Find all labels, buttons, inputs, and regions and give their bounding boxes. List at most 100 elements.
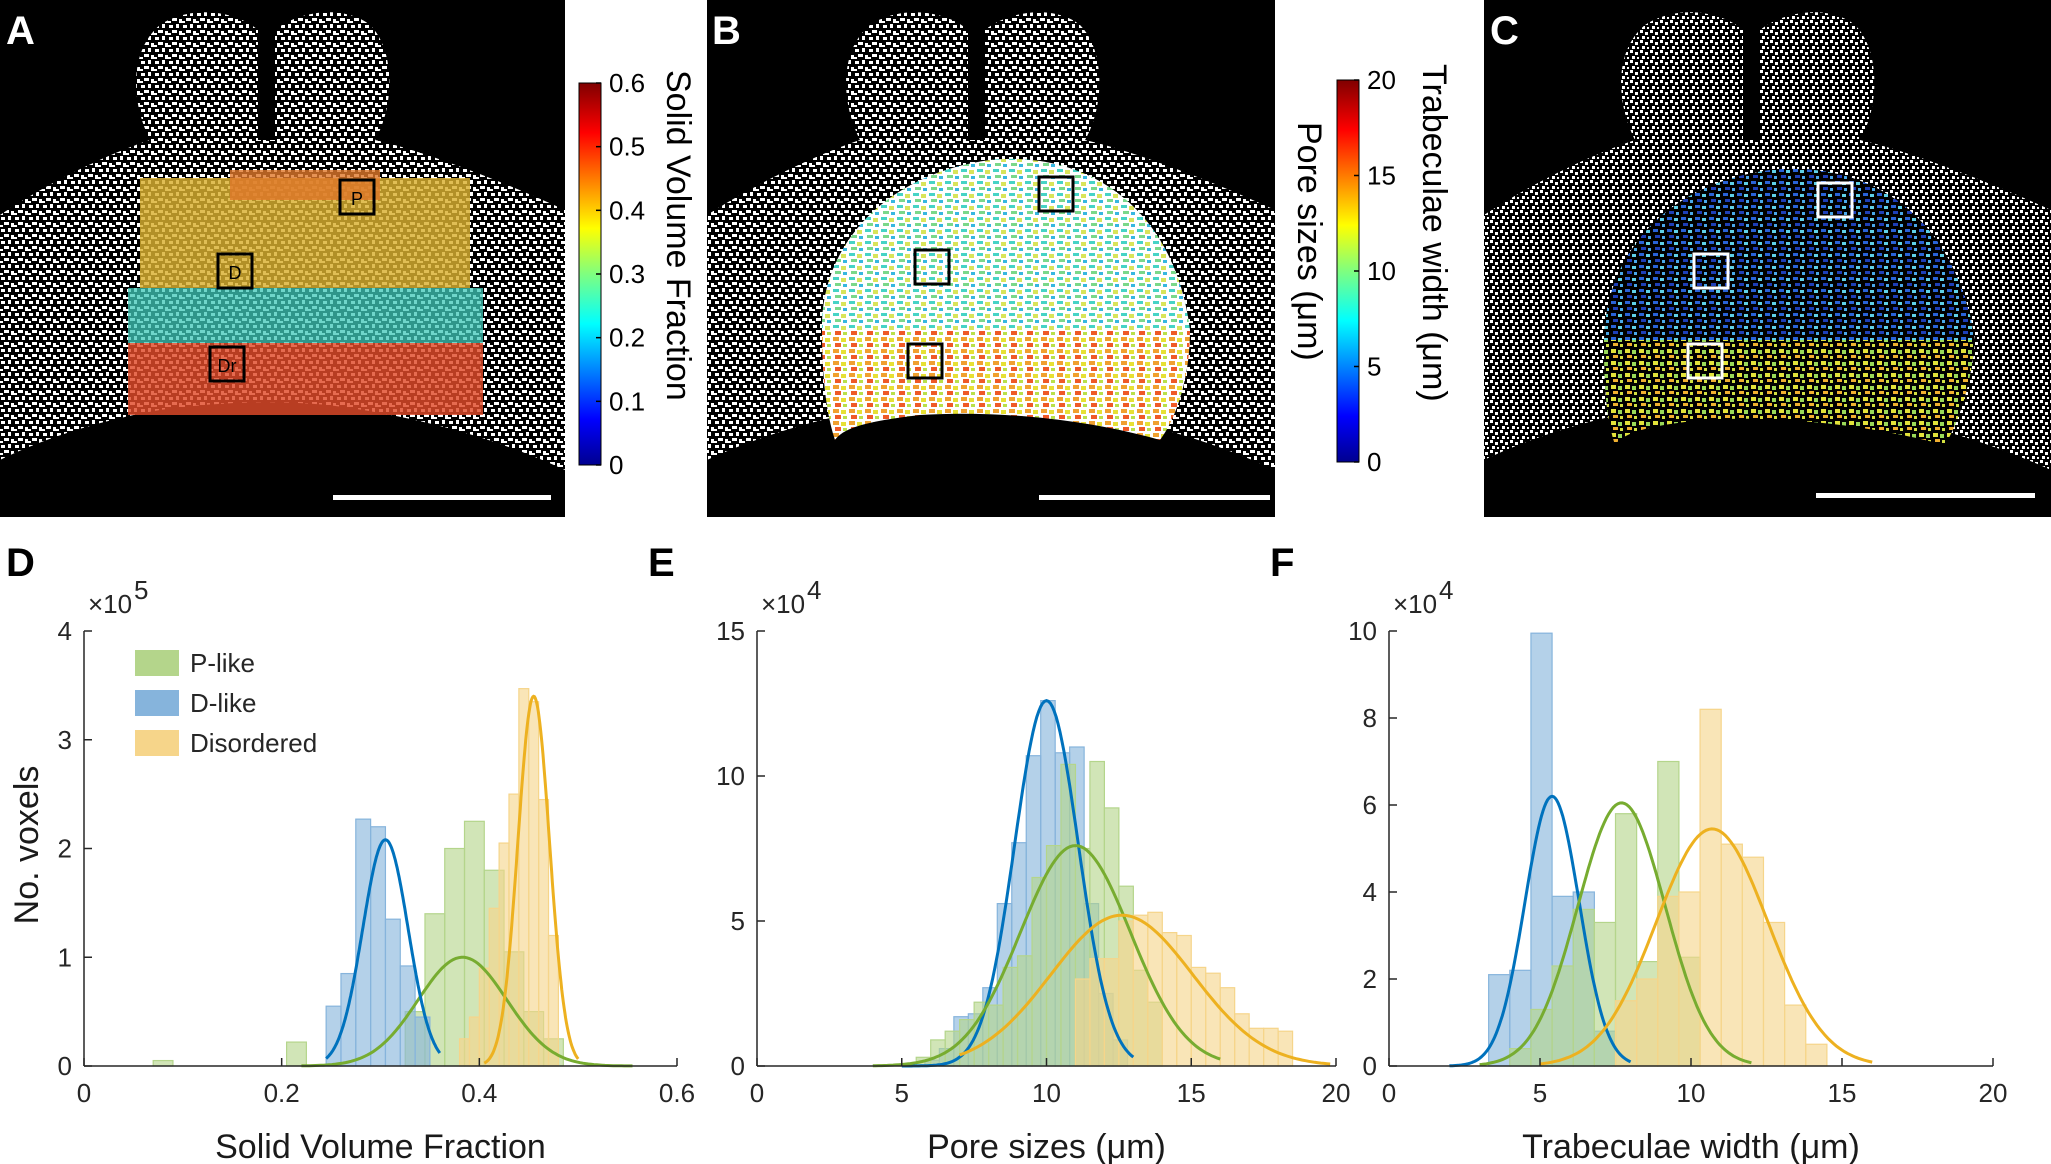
x-tick-label: 0 xyxy=(1382,1078,1396,1108)
histogram-pore-sizes: 0 5 10 15 20 0 5 10 15 ×10 4 Pore sizes (μm) xyxy=(716,575,1350,1164)
panel-letter-a: A xyxy=(6,9,35,53)
panel-letter-e: E xyxy=(648,541,675,585)
histogram-bar-disordered xyxy=(1219,987,1236,1067)
x-tick-label: 10 xyxy=(1677,1078,1706,1108)
x-tick-label: 0.4 xyxy=(461,1078,497,1108)
panel-b-image: B xyxy=(707,0,1275,517)
histogram-bar-disordered xyxy=(1678,891,1701,1067)
roi-label-p: P xyxy=(351,189,363,209)
histogram-bar-disordered xyxy=(1132,914,1149,1067)
panel-c-image: C xyxy=(1484,0,2051,517)
x-axis-label: Pore sizes (μm) xyxy=(927,1128,1166,1164)
roi-box-c-3 xyxy=(1686,342,1724,380)
colorbar-a-tick-label: 0.1 xyxy=(609,386,645,416)
legend-swatch-p-like xyxy=(135,650,179,676)
histogram-bar-disordered xyxy=(468,1016,480,1067)
trabeculae-overlay-bottom xyxy=(1604,340,1975,445)
colorbar-b-label-outer: Trabeculae width (μm) xyxy=(1415,64,1453,402)
histogram-bar-disordered xyxy=(1636,978,1659,1067)
pore-overlay-bottom xyxy=(822,330,1190,440)
histogram-bar-disordered xyxy=(1805,1043,1828,1067)
x-tick-label: 0 xyxy=(77,1078,91,1108)
colorbar-a-tick-label: 0.5 xyxy=(609,132,645,162)
fit-curve-d-like xyxy=(325,838,442,1060)
histogram-bar-disordered xyxy=(498,842,510,1067)
roi-box-p xyxy=(338,178,376,216)
y-axis-label-no-voxels: No. voxels xyxy=(8,766,46,925)
colorbar-b-tick-label: 5 xyxy=(1367,352,1381,382)
histogram-bar-d-like xyxy=(355,818,372,1067)
x-axis-label: Solid Volume Fraction xyxy=(215,1128,546,1164)
trabeculae-overlay-top xyxy=(1604,168,1975,340)
histogram-bar-disordered xyxy=(1784,1004,1807,1067)
y-tick-label: 4 xyxy=(1363,877,1377,907)
histogram-bar-disordered xyxy=(1741,856,1765,1067)
svf-overlay-bottom xyxy=(128,343,483,415)
y-tick-label: 4 xyxy=(58,616,72,646)
roi-box-c-1 xyxy=(1816,181,1854,219)
colorbar-a-tick-label: 0.3 xyxy=(609,259,645,289)
y-tick-label: 10 xyxy=(716,761,745,791)
y-tick-label: 3 xyxy=(58,725,72,755)
histogram-bar-disordered xyxy=(1103,958,1120,1067)
panel-letter-f: F xyxy=(1270,541,1294,585)
svf-overlay-cap xyxy=(230,170,380,200)
y-axis-multiplier: ×10 xyxy=(761,589,805,619)
y-axis-multiplier: ×10 xyxy=(1393,589,1437,619)
roi-box-dr xyxy=(208,345,246,383)
fit-curve-disordered xyxy=(1539,827,1873,1066)
colorbar-a-tick-label: 0.4 xyxy=(609,195,645,225)
fit-curve-disordered xyxy=(483,694,580,1065)
colorbar-b-label-inner: Pore sizes (μm) xyxy=(1290,122,1328,361)
fit-curve-p-like xyxy=(1479,801,1752,1067)
x-axis-label: Trabeculae width (μm) xyxy=(1522,1128,1860,1164)
colorbar-b-ticks: 0 5 10 15 20 xyxy=(1354,65,1396,477)
histogram-bar-disordered xyxy=(1089,958,1106,1067)
fit-curve-disordered xyxy=(959,913,1331,1066)
y-tick-label: 6 xyxy=(1363,790,1377,820)
legend-label-disordered: Disordered xyxy=(190,728,317,758)
histogram-bar-disordered xyxy=(1762,921,1786,1067)
y-tick-label: 2 xyxy=(1363,964,1377,994)
legend-swatch-disordered xyxy=(135,730,179,756)
histogram-bar-d-like xyxy=(1488,974,1511,1067)
colorbar-a-tick-label: 0.2 xyxy=(609,323,645,353)
histogram-solid-volume-fraction: 0 0.2 0.4 0.6 0 1 2 3 4 ×10 5 Solid Volume Fraction xyxy=(58,575,696,1164)
svf-overlay-mid xyxy=(128,288,483,343)
y-tick-label: 0 xyxy=(58,1051,72,1081)
x-tick-label: 0 xyxy=(750,1078,764,1108)
histogram-bar-p-like xyxy=(1031,876,1048,1067)
scale-bar-c xyxy=(1816,493,2035,498)
roi-box-c-2 xyxy=(1692,252,1730,290)
histogram-bar-disordered xyxy=(1234,1013,1250,1067)
y-tick-label: 2 xyxy=(58,834,72,864)
y-tick-label: 5 xyxy=(731,906,745,936)
x-tick-label: 0.2 xyxy=(264,1078,300,1108)
colorbar-b-tick-label: 0 xyxy=(1367,447,1381,477)
roi-box-b-1 xyxy=(1037,175,1075,213)
panel-a-image: P D Dr A xyxy=(0,0,565,517)
colorbar-a-ticks: 0 0.1 0.2 0.3 0.4 0.5 0.6 xyxy=(596,68,645,480)
x-tick-label: 0.6 xyxy=(659,1078,695,1108)
y-axis-exponent: 4 xyxy=(807,575,821,605)
x-tick-label: 20 xyxy=(1979,1078,2008,1108)
x-tick-label: 5 xyxy=(895,1078,909,1108)
panel-letter-d: D xyxy=(6,541,35,585)
colorbar-a-tick-label: 0.6 xyxy=(609,68,645,98)
fit-curve-p-like xyxy=(872,844,1221,1068)
histogram-bar-disordered xyxy=(1699,708,1722,1067)
scale-bar-b xyxy=(1039,495,1270,500)
histogram-bar-p-like xyxy=(152,1059,174,1067)
panel-letter-b: B xyxy=(712,9,741,53)
fit-curve-p-like xyxy=(301,955,633,1068)
x-tick-label: 20 xyxy=(1322,1078,1351,1108)
y-tick-label: 10 xyxy=(1348,616,1377,646)
histogram-bar-disordered xyxy=(1248,1027,1265,1067)
y-axis-multiplier: ×10 xyxy=(88,589,132,619)
histogram-bar-disordered xyxy=(1205,972,1221,1067)
y-tick-label: 15 xyxy=(716,616,745,646)
fit-curve-d-like xyxy=(901,699,1135,1068)
roi-box-b-3 xyxy=(906,342,944,380)
x-tick-label: 15 xyxy=(1177,1078,1206,1108)
